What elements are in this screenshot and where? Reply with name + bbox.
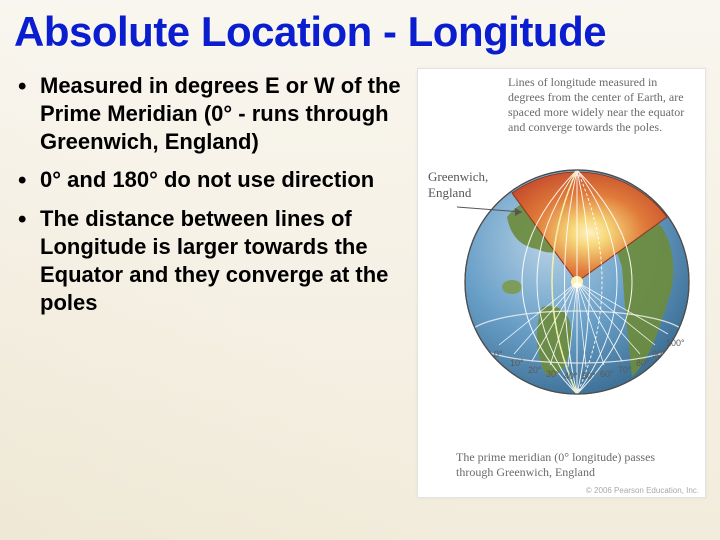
degree-label: 0° [494, 349, 503, 359]
degree-label: 20° [528, 365, 542, 375]
degree-label: 10° [510, 358, 524, 368]
degree-label: 30° [546, 369, 560, 379]
bullet-item: The distance between lines of Longitude … [14, 205, 409, 318]
bullet-list-region: Measured in degrees E or W of the Prime … [14, 68, 417, 327]
globe-diagram: 0° 10° 20° 30° 40° 50° 60° 70° 80° 90° 1… [452, 157, 702, 407]
degree-label: 60° [600, 369, 614, 379]
slide: Absolute Location - Longitude Measured i… [0, 0, 720, 540]
globe-svg: 0° 10° 20° 30° 40° 50° 60° 70° 80° 90° 1… [452, 157, 702, 407]
page-title: Absolute Location - Longitude [14, 8, 706, 56]
degree-label: 50° [582, 371, 596, 381]
degree-label: 70° [618, 365, 632, 375]
figure-bottom-caption: The prime meridian (0° longitude) passes… [456, 450, 695, 481]
degree-label: 80° [636, 358, 650, 368]
bullet-item: 0° and 180° do not use direction [14, 166, 409, 194]
figure-top-caption: Lines of longitude measured in degrees f… [508, 75, 695, 135]
figure-credit: © 2006 Pearson Education, Inc. [586, 486, 699, 495]
degree-label: 40° [564, 371, 578, 381]
bullet-list: Measured in degrees E or W of the Prime … [14, 72, 409, 317]
body-row: Measured in degrees E or W of the Prime … [14, 68, 706, 498]
bullet-item: Measured in degrees E or W of the Prime … [14, 72, 409, 156]
figure-panel: Lines of longitude measured in degrees f… [417, 68, 706, 498]
